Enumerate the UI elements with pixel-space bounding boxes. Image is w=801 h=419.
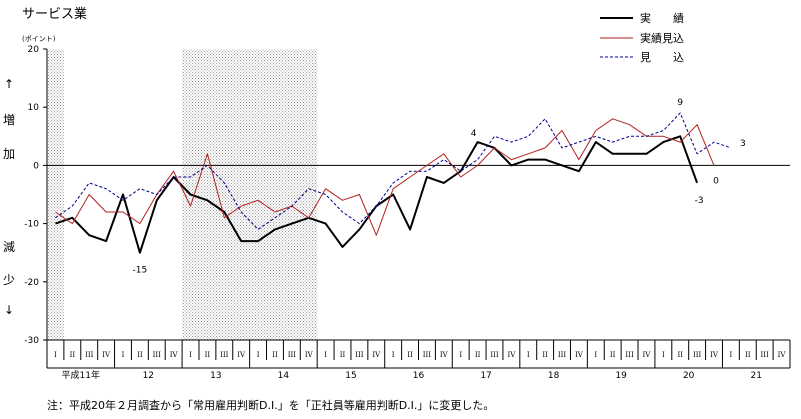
- quarter-label: I: [54, 351, 57, 359]
- quarter-label: IV: [643, 351, 652, 359]
- quarter-label: IV: [372, 351, 381, 359]
- y-tick-label: -30: [24, 336, 39, 346]
- quarter-label: II: [407, 351, 413, 359]
- quarter-label: III: [220, 351, 229, 359]
- quarter-label: IV: [170, 351, 179, 359]
- year-label: 18: [548, 371, 560, 381]
- year-label: 15: [345, 371, 356, 381]
- y-tick-labels: 20 10 0 -10 -20 -30: [24, 45, 39, 346]
- quarter-label: I: [189, 351, 192, 359]
- y-label-up: ↑: [4, 77, 14, 91]
- series-lines: [55, 112, 732, 254]
- x-axis-quarters: I II III IV I II III IV I II III IV I II III IV I II III IV…: [54, 351, 786, 381]
- y-tick-label: 10: [28, 103, 40, 113]
- year-label: 19: [615, 371, 627, 381]
- quarter-label: II: [745, 351, 751, 359]
- quarter-label: II: [610, 351, 616, 359]
- legend-label: 実 績: [640, 11, 684, 25]
- quarter-label: III: [355, 351, 364, 359]
- y-tick-label: 0: [33, 161, 39, 171]
- quarter-label: III: [288, 351, 297, 359]
- quarter-label: I: [730, 351, 733, 359]
- quarter-label: I: [324, 351, 327, 359]
- year-label: 13: [210, 371, 221, 381]
- quarter-label: IV: [575, 351, 584, 359]
- quarter-label: II: [205, 351, 211, 359]
- year-label: 20: [683, 371, 695, 381]
- data-label: 4: [471, 129, 477, 139]
- axes: [43, 48, 791, 369]
- quarter-label: III: [490, 351, 499, 359]
- quarter-label: II: [542, 351, 548, 359]
- quarter-label: II: [70, 351, 76, 359]
- y-label-up: 加: [3, 147, 15, 161]
- quarter-label: I: [459, 351, 462, 359]
- series-line-1: [55, 118, 715, 236]
- quarter-label: I: [662, 351, 665, 359]
- quarter-label: IV: [102, 351, 111, 359]
- quarter-label: II: [272, 351, 278, 359]
- quarter-label: I: [527, 351, 530, 359]
- series-line-2: [55, 112, 732, 230]
- quarter-label: IV: [305, 351, 314, 359]
- footnote: 注：平成20年２月調査から「常用雇用判断D.I.」を「正社員等雇用判断D.I.」…: [47, 398, 494, 412]
- quarter-label: I: [392, 351, 395, 359]
- y-tick-label: -20: [24, 278, 39, 288]
- unit-label: (ポイント): [22, 35, 56, 43]
- year-label: 12: [143, 371, 154, 381]
- quarter-label: II: [137, 351, 143, 359]
- data-label: -15: [133, 266, 148, 276]
- quarter-label: IV: [440, 351, 449, 359]
- year-label: 17: [480, 371, 491, 381]
- data-label: 3: [740, 139, 746, 149]
- y-tick-label: -10: [24, 220, 39, 230]
- quarter-label: III: [423, 351, 432, 359]
- quarter-label: II: [475, 351, 481, 359]
- data-label: 0: [713, 176, 719, 186]
- quarter-label: III: [85, 351, 94, 359]
- legend-label: 実績見込: [640, 31, 684, 45]
- quarter-label: II: [677, 351, 683, 359]
- quarter-label: III: [153, 351, 162, 359]
- shaded-periods: [47, 49, 318, 340]
- quarter-label: I: [122, 351, 125, 359]
- shaded-band-0: [47, 49, 64, 340]
- quarter-label: IV: [710, 351, 719, 359]
- legend-label: 見 込: [640, 51, 684, 64]
- y-tick-label: 20: [28, 45, 40, 55]
- quarter-label: IV: [237, 351, 246, 359]
- quarter-label: III: [625, 351, 634, 359]
- y-label-up: 増: [3, 113, 15, 127]
- year-label: 16: [413, 371, 425, 381]
- year-label: 21: [751, 371, 762, 381]
- y-label-down: ↓: [4, 303, 14, 317]
- y-label-down: 少: [3, 273, 15, 287]
- quarter-label: I: [594, 351, 597, 359]
- quarter-label: IV: [507, 351, 516, 359]
- shaded-band-1: [182, 49, 318, 340]
- year-label: 平成11年: [62, 369, 100, 381]
- year-label: 14: [278, 371, 290, 381]
- data-label: 9: [677, 98, 683, 108]
- quarter-label: III: [693, 351, 702, 359]
- chart-title: サービス業: [22, 6, 87, 22]
- y-label-down: 減: [3, 239, 15, 254]
- data-label: -3: [695, 196, 704, 206]
- quarter-label: III: [761, 351, 770, 359]
- quarter-label: I: [257, 351, 260, 359]
- quarter-label: IV: [778, 351, 787, 359]
- quarter-label: III: [558, 351, 567, 359]
- quarter-label: II: [340, 351, 346, 359]
- data-annotations: -15 4 9 -3 0 3: [133, 98, 746, 276]
